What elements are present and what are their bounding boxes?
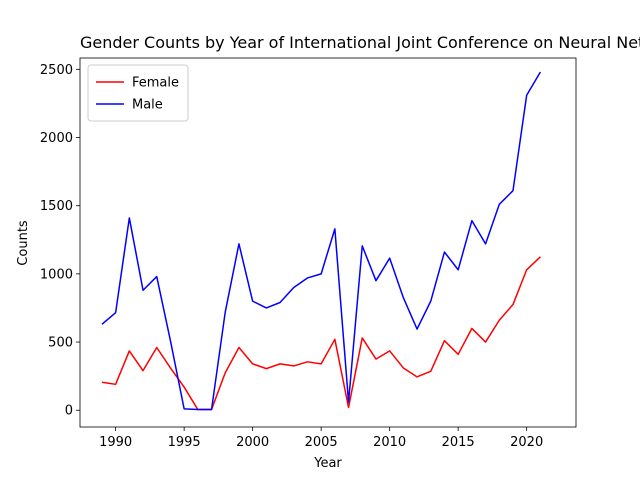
y-tick-label: 500 bbox=[48, 336, 73, 351]
series-line-male bbox=[101, 71, 542, 411]
x-tick-label: 2020 bbox=[510, 435, 543, 450]
x-tick-label: 2015 bbox=[442, 435, 475, 450]
y-axis: 0 500 1000 1500 2000 2500 bbox=[40, 63, 80, 419]
x-axis: 1990 1995 2000 2005 2010 2015 2020 bbox=[99, 427, 543, 450]
x-tick-label: 1990 bbox=[99, 435, 132, 450]
x-tick-label: 2010 bbox=[373, 435, 406, 450]
y-axis-label: Counts bbox=[16, 220, 31, 266]
legend-box bbox=[87, 64, 189, 122]
x-tick-label: 1995 bbox=[168, 435, 201, 450]
x-tick-label: 2005 bbox=[305, 435, 338, 450]
x-tick-label: 2000 bbox=[236, 435, 269, 450]
y-tick-label: 2000 bbox=[40, 131, 73, 146]
series-line-female bbox=[101, 256, 541, 411]
y-tick-label: 2500 bbox=[40, 63, 73, 78]
y-tick-label: 1000 bbox=[40, 267, 73, 282]
y-tick-label: 0 bbox=[65, 404, 73, 419]
series-lines bbox=[101, 71, 542, 411]
legend-label-female: Female bbox=[132, 76, 179, 91]
legend-label-male: Male bbox=[132, 98, 163, 113]
legend: Female Male bbox=[87, 64, 189, 122]
x-axis-label: Year bbox=[313, 456, 342, 471]
y-tick-label: 1500 bbox=[40, 199, 73, 214]
chart-title: Gender Counts by Year of International J… bbox=[80, 33, 640, 52]
